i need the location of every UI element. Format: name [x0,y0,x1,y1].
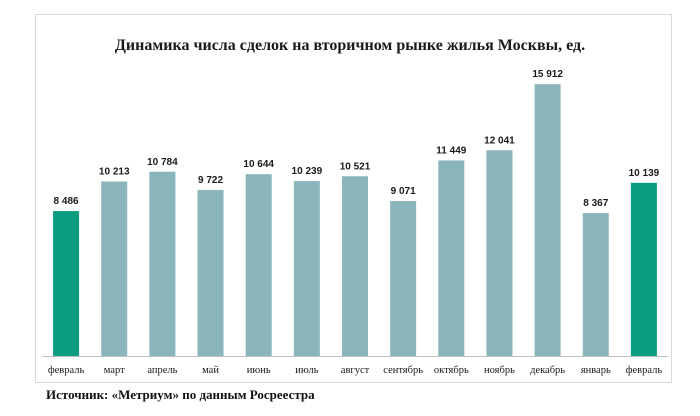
value-label-0: 8 486 [54,196,79,207]
bar-7 [390,201,417,356]
chart-title: Динамика числа сделок на вторичном рынке… [114,37,586,54]
value-label-7: 9 071 [391,186,416,197]
value-label-8: 11 449 [436,145,466,156]
value-label-10: 15 912 [532,69,563,80]
category-label-9: ноябрь [484,365,515,376]
category-label-0: февраль [48,365,85,376]
category-label-3: май [202,365,219,376]
category-label-12: февраль [626,365,663,376]
bar-6 [342,176,368,356]
category-label-4: июнь [247,365,271,376]
category-label-2: апрель [147,365,177,376]
value-label-3: 9 722 [198,175,223,186]
bar-5 [293,181,320,356]
bar-3 [197,189,224,356]
category-label-1: март [104,365,125,376]
category-label-5: июль [295,365,318,376]
value-label-12: 10 139 [629,168,660,179]
value-label-11: 8 367 [583,198,608,209]
value-label-4: 10 644 [243,159,274,170]
category-label-7: сентябрь [383,365,423,376]
value-label-5: 10 239 [292,166,323,177]
category-labels-group: февраль март апрель май июнь июль август сентяб… [48,365,663,376]
value-label-2: 10 784 [147,157,178,168]
bar-0 [53,211,80,356]
category-label-6: август [341,365,370,376]
category-label-8: октябрь [434,365,469,376]
value-label-6: 10 521 [340,161,371,172]
bar-8 [438,160,465,356]
bars-group [53,84,657,357]
value-label-9: 12 041 [484,135,515,146]
bar-2 [149,171,176,356]
source-note: Источник: «Метриум» по данным Росреестра [46,387,315,402]
bar-9 [486,150,513,356]
bar-11 [582,213,609,356]
category-label-10: декабрь [530,365,565,376]
bar-10 [534,84,561,357]
bar-12 [630,182,657,356]
category-label-11: январь [581,365,611,376]
value-label-1: 10 213 [99,167,130,178]
value-labels-group: 8 486 10 213 10 784 9 722 10 644 10 239 10 521… [54,69,660,209]
bar-1 [101,181,128,356]
bar-4 [245,174,272,356]
